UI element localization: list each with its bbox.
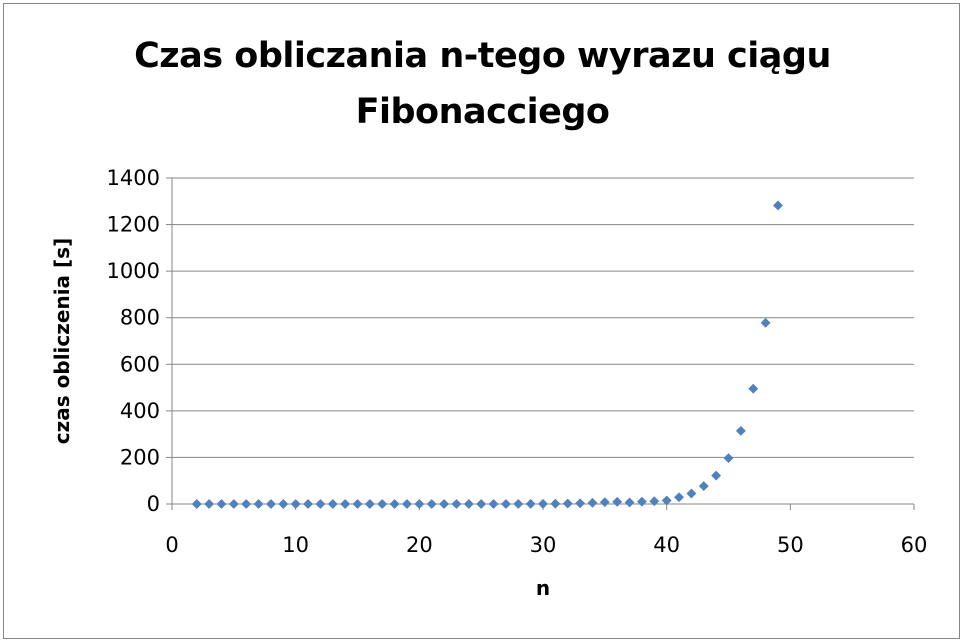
x-tick-label: 10: [282, 533, 309, 557]
data-point: [352, 499, 363, 509]
data-point: [315, 499, 326, 509]
data-point: [760, 317, 771, 328]
data-point: [612, 496, 623, 507]
data-point: [723, 453, 734, 464]
data-point: [439, 499, 449, 509]
data-point: [340, 499, 351, 509]
data-point: [216, 499, 227, 509]
data-point: [500, 499, 511, 509]
data-point: [476, 499, 487, 509]
x-tick-label: 30: [530, 533, 557, 557]
data-point: [402, 499, 412, 509]
data-point: [377, 499, 388, 509]
data-point: [426, 499, 437, 509]
data-point: [587, 497, 598, 508]
chart-frame: [3, 3, 960, 639]
data-point: [488, 499, 499, 509]
y-tick-label: 800: [120, 306, 160, 330]
data-point: [538, 498, 548, 509]
data-points: [191, 200, 783, 509]
gridlines: [172, 177, 914, 458]
data-point: [661, 495, 672, 506]
chart-title-line-2: Fibonacciego: [355, 92, 610, 132]
data-point: [748, 383, 759, 394]
data-point: [278, 499, 289, 509]
data-point: [513, 499, 524, 509]
data-point: [303, 499, 313, 509]
data-point: [525, 498, 536, 509]
data-point: [599, 497, 610, 508]
y-axis-label: czas obliczenia [s]: [50, 238, 74, 444]
data-point: [575, 498, 586, 509]
x-tick-label: 50: [777, 533, 804, 557]
data-point: [711, 470, 722, 481]
data-point: [698, 481, 709, 491]
x-tick-label: 0: [165, 533, 178, 557]
y-tick-label: 1000: [107, 259, 160, 283]
data-point: [253, 499, 264, 509]
x-tick-label: 20: [406, 533, 433, 557]
y-tick-label: 1400: [107, 166, 160, 190]
data-point: [686, 488, 697, 499]
data-point: [241, 499, 252, 509]
data-point: [364, 499, 375, 509]
x-axis-label: n: [536, 576, 550, 600]
data-point: [735, 425, 746, 436]
data-point: [191, 499, 202, 509]
data-point: [562, 498, 573, 509]
data-point: [463, 499, 474, 509]
y-tick-label: 600: [120, 352, 160, 376]
data-point: [773, 200, 783, 211]
x-tick-label: 40: [653, 533, 680, 557]
data-point: [327, 499, 338, 509]
data-point: [290, 499, 301, 509]
x-tick-label: 60: [901, 533, 928, 557]
y-tick-labels: 0 200 400 600 800 1000 1200 1400: [107, 166, 160, 516]
data-point: [414, 499, 425, 509]
y-tick-label: 1200: [107, 213, 160, 237]
data-point: [649, 496, 660, 507]
y-tick-label: 0: [147, 492, 160, 516]
data-point: [674, 492, 684, 503]
data-point: [451, 499, 462, 509]
chart-title-line-1: Czas obliczania n-tego wyrazu ciągu: [134, 36, 831, 76]
data-point: [550, 498, 561, 509]
data-point: [204, 499, 215, 509]
y-tick-label: 400: [120, 399, 160, 423]
data-point: [637, 496, 647, 507]
data-point: [624, 497, 635, 508]
x-tick-labels: 0 10 20 30 40 50 60: [165, 533, 927, 557]
axes: [166, 177, 915, 510]
y-tick-label: 200: [120, 445, 160, 469]
data-point: [266, 499, 276, 509]
data-point: [228, 499, 239, 509]
data-point: [389, 499, 400, 509]
